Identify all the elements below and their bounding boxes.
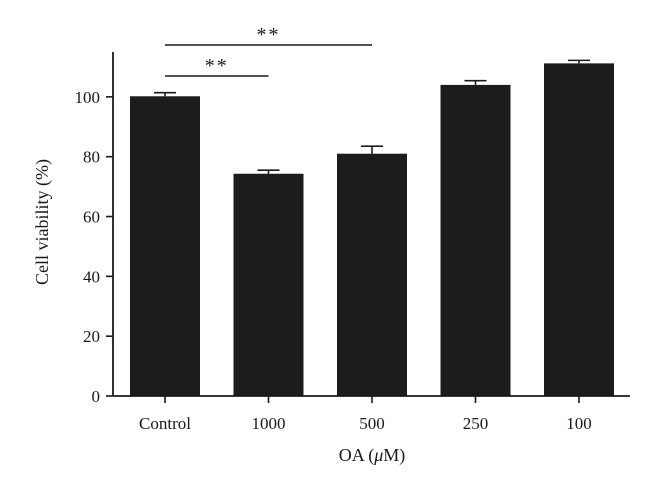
significance-label: ** <box>257 24 281 46</box>
error-bars-layer <box>154 59 590 174</box>
bar-500 <box>337 153 407 396</box>
bar-250 <box>440 84 511 396</box>
x-axis-title-unit: μ <box>373 445 383 465</box>
y-ticks-layer: 0 20 40 60 80 100 <box>75 88 113 406</box>
x-axis-title: OA (μM) <box>339 445 406 466</box>
y-tick-label: 80 <box>83 148 100 167</box>
y-tick-label: 0 <box>92 387 101 406</box>
x-tick-label: 250 <box>463 414 489 433</box>
bars-layer <box>130 63 614 397</box>
y-tick-label: 100 <box>75 88 101 107</box>
x-tick-label: 500 <box>359 414 385 433</box>
y-tick-label: 20 <box>83 327 100 346</box>
x-ticks-layer: Control 1000 500 250 100 <box>139 396 592 433</box>
y-tick-label: 60 <box>83 208 100 227</box>
x-tick-label: 100 <box>566 414 592 433</box>
significance-label: ** <box>205 55 229 77</box>
y-axis-title: Cell viability (%) <box>32 159 53 285</box>
x-tick-label: Control <box>139 414 191 433</box>
x-axis-title-main: OA ( <box>339 445 375 466</box>
significance-layer: ** ** <box>165 24 372 77</box>
x-axis-title-rest: M) <box>383 445 405 466</box>
x-tick-label: 1000 <box>252 414 286 433</box>
bar-100 <box>544 63 614 397</box>
y-tick-label: 40 <box>83 267 100 286</box>
bar-1000 <box>233 173 304 396</box>
bar-control <box>130 96 200 396</box>
